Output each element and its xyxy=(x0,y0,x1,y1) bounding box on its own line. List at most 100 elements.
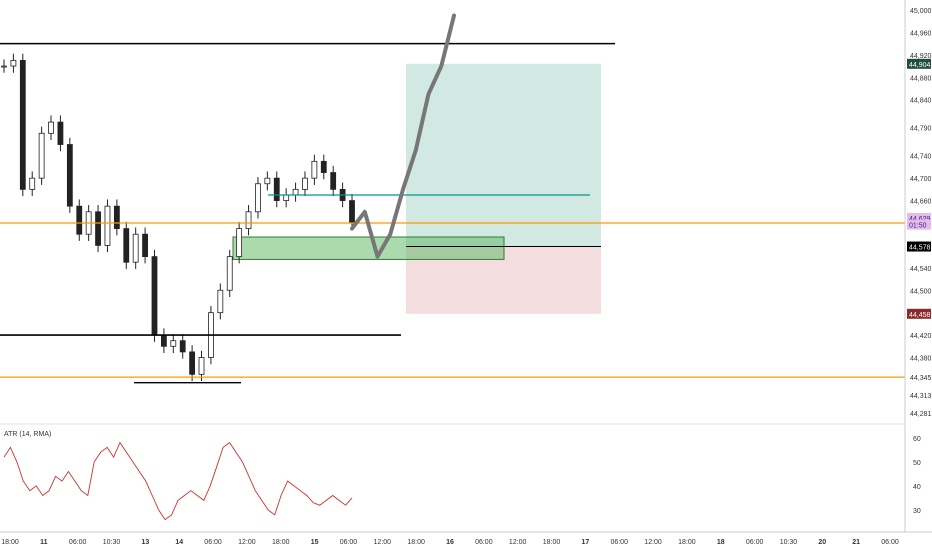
zones-layer xyxy=(232,63,601,314)
indicator-label: ATR (14, RMA) xyxy=(4,431,51,438)
candle-body xyxy=(273,177,280,201)
candle-body xyxy=(48,121,54,134)
candle-body xyxy=(236,228,243,258)
candle-body xyxy=(151,256,158,336)
candle-body xyxy=(1,65,7,68)
time-tick-label: 18:00 xyxy=(543,539,561,546)
candle-body xyxy=(29,177,36,190)
time-tick-label: 18:00 xyxy=(407,539,425,546)
time-tick-label: 06:00 xyxy=(340,539,358,546)
candle-body xyxy=(38,132,45,179)
price-badge xyxy=(907,308,931,319)
price-badge-label: 44,904 xyxy=(909,62,931,69)
price-tick-label: 44,960 xyxy=(910,30,932,37)
price-tick-label: 44,700 xyxy=(910,176,932,183)
candle-body xyxy=(264,177,271,185)
lines-layer xyxy=(0,42,905,384)
indicator-layer: ATR (14, RMA) xyxy=(0,423,905,521)
candle-body xyxy=(330,172,337,190)
price-tick-label: 45,000 xyxy=(910,8,932,15)
candle-body xyxy=(66,144,73,207)
indicator-tick-label: 50 xyxy=(913,460,921,467)
price-badge-label: 44,578 xyxy=(909,245,931,252)
time-tick-label: 20 xyxy=(818,539,826,546)
price-tick-label: 44,281 xyxy=(910,411,932,418)
time-tick-label: 12:00 xyxy=(644,539,662,546)
time-tick-label: 18:00 xyxy=(272,539,290,546)
projection-path xyxy=(350,13,456,259)
indicator-tick-label: 30 xyxy=(913,508,921,515)
price-badge xyxy=(907,219,931,230)
time-tick-label: 18:00 xyxy=(678,539,696,546)
price-tick-label: 44,660 xyxy=(910,199,932,206)
price-tick-label: 44,420 xyxy=(910,333,932,340)
candle-body xyxy=(292,188,299,196)
zone-demand-zone xyxy=(232,236,505,260)
candle-body xyxy=(311,160,318,179)
atr-line xyxy=(3,441,353,521)
time-tick-label: 06:00 xyxy=(69,539,87,546)
price-tick-label: 44,345 xyxy=(910,375,932,382)
candle-body xyxy=(245,211,252,229)
price-tick-label: 44,920 xyxy=(910,53,932,60)
time-tick-label: 21 xyxy=(852,539,860,546)
candle-body xyxy=(217,289,224,314)
candle-body xyxy=(142,233,148,258)
zone-profit xyxy=(406,63,601,247)
price-tick-label: 44,380 xyxy=(910,356,932,363)
candle-body xyxy=(226,256,233,291)
time-tick-label: 12:00 xyxy=(374,539,392,546)
candle-body xyxy=(198,357,205,375)
candle-body xyxy=(19,60,26,190)
candle-body xyxy=(113,205,120,229)
price-axis[interactable]: 45,000 44,960 44,920 44,880 44,840 44,790 44,7… xyxy=(904,0,932,532)
time-tick-label: 10:30 xyxy=(780,539,798,546)
candles-layer xyxy=(1,53,355,382)
candle-body xyxy=(10,60,17,67)
time-tick-label: 11 xyxy=(40,539,48,546)
price-tick-label: 44,540 xyxy=(910,266,932,273)
time-tick-label: 14 xyxy=(175,539,183,546)
time-tick-label: 18:00 xyxy=(1,539,19,546)
time-tick-label: 06:00 xyxy=(746,539,764,546)
price-badge xyxy=(907,241,931,252)
price-badge xyxy=(907,58,931,69)
price-tick-label: 44,313 xyxy=(910,393,932,400)
price-tick-label: 44,790 xyxy=(910,126,932,133)
candle-body xyxy=(76,205,83,235)
candle-body xyxy=(189,351,196,375)
candle-body xyxy=(179,340,186,353)
time-tick-label: 06:00 xyxy=(475,539,493,546)
time-tick-label: 16 xyxy=(446,539,454,546)
time-tick-label: 06:00 xyxy=(610,539,628,546)
candle-body xyxy=(255,183,261,213)
candle-body xyxy=(160,334,167,347)
indicator-tick-label: 60 xyxy=(913,436,921,443)
time-tick-label: 17 xyxy=(581,539,589,546)
price-badge-label: 44,629 xyxy=(909,216,931,223)
price-tick-label: 44,500 xyxy=(910,288,932,295)
candle-body xyxy=(320,160,327,173)
price-tick-label: 44,840 xyxy=(910,98,932,105)
time-tick-label: 15 xyxy=(311,539,319,546)
candle-body xyxy=(302,177,308,190)
time-axis[interactable]: 18:00 11 06:00 10:30 13 14 06:00 12:00 18:00 15 06… xyxy=(0,531,932,546)
price-badge-label: 44,458 xyxy=(909,312,931,319)
time-tick-label: 06:00 xyxy=(881,539,899,546)
price-badge-label: 01:50 xyxy=(909,223,927,230)
projection-layer xyxy=(350,13,456,259)
candle-body xyxy=(95,211,101,246)
price-tick-label: 44,880 xyxy=(910,75,932,82)
time-tick-label: 12:00 xyxy=(238,539,256,546)
candle-body xyxy=(349,200,355,224)
price-tick-label: 44,740 xyxy=(910,154,932,161)
candle-body xyxy=(57,121,64,145)
candle-body xyxy=(123,228,130,263)
indicator-tick-label: 40 xyxy=(913,484,921,491)
candle-body xyxy=(283,194,290,201)
candle-body xyxy=(132,233,139,263)
time-tick-label: 12:00 xyxy=(509,539,527,546)
time-tick-label: 10:30 xyxy=(103,539,121,546)
